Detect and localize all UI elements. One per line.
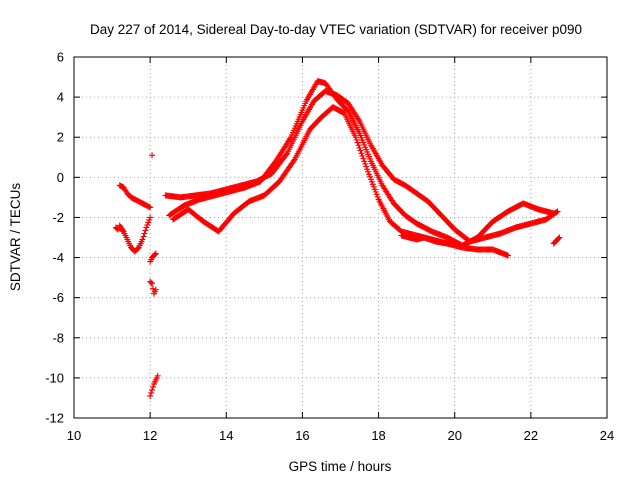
data-point-track-d-interp	[553, 209, 560, 216]
data-point-track-a	[147, 204, 154, 211]
data-point-dip-run	[149, 386, 156, 393]
data-point-dip-run-upper	[152, 250, 159, 257]
data-point-dip-run-interp	[148, 389, 155, 396]
y-tick-label: 4	[57, 90, 64, 105]
plot-frame	[73, 56, 608, 419]
grid	[73, 56, 608, 419]
data-point-dip-run	[154, 372, 161, 379]
data-point-track-h	[556, 234, 563, 241]
data-point-track-b-interp	[141, 230, 148, 237]
x-tick-label: 14	[219, 428, 233, 443]
data-point-track-f	[505, 252, 512, 259]
y-tick-label: 6	[57, 50, 64, 65]
data-point-track-f-interp	[362, 160, 369, 167]
x-tick-label: 10	[67, 428, 81, 443]
data-point-dip-run-interp	[149, 383, 156, 390]
data-point-outlier	[149, 152, 156, 159]
data-point-dip-run	[147, 392, 154, 399]
data-point-dip-run-interp	[149, 285, 156, 292]
data-point-track-f-interp	[360, 155, 367, 162]
data-point-track-f-interp	[290, 157, 297, 164]
data-point-track-f-interp	[359, 152, 366, 159]
data-point-track-f-interp	[361, 158, 368, 165]
x-tick-label: 16	[295, 428, 309, 443]
data-point-track-f-interp	[353, 136, 360, 143]
x-tick-label: 22	[524, 428, 538, 443]
y-axis-label: SDTVAR / TECUs	[8, 183, 23, 292]
x-tick-label: 24	[600, 428, 614, 443]
y-tick-label: 2	[57, 130, 64, 145]
y-tick-label: -4	[52, 250, 64, 265]
data-point-track-d-interp	[283, 151, 290, 158]
data-point-track-f-interp	[357, 147, 364, 154]
data-point-track-b	[147, 214, 154, 221]
data-point-track-f-interp	[363, 163, 370, 170]
data-point-track-f-interp	[358, 150, 365, 157]
chart-title: Day 227 of 2014, Sidereal Day-to-day VTE…	[90, 22, 582, 37]
y-tick-label: -12	[45, 411, 64, 426]
data-point-dip-run-interp	[148, 279, 155, 286]
data-point-track-f-interp	[354, 139, 361, 146]
data-point-dip-run-upper-interp	[151, 251, 158, 258]
y-tick-label: -10	[45, 370, 64, 385]
data-point-track-c-interp	[119, 227, 126, 234]
data-point-track-b-interp	[134, 245, 141, 252]
data-point-track-f	[352, 134, 359, 141]
data-point-track-f-interp	[355, 142, 362, 149]
data-point-track-b-interp	[142, 227, 149, 234]
data-points	[112, 78, 563, 399]
data-point-dip-run	[152, 286, 159, 293]
data-point-track-c	[120, 228, 127, 235]
data-point-track-d	[554, 208, 561, 215]
y-tick-label: -8	[52, 330, 64, 345]
x-axis-label: GPS time / hours	[289, 459, 392, 474]
y-tick-label: -2	[52, 210, 64, 225]
data-point-track-h-interp	[555, 235, 562, 242]
x-tick-label: 20	[447, 428, 461, 443]
x-tick-label: 12	[143, 428, 157, 443]
data-point-track-e	[550, 210, 557, 217]
y-tick-label: 0	[57, 170, 64, 185]
x-tick-label: 18	[371, 428, 385, 443]
data-point-dip-run	[149, 280, 156, 287]
data-point-track-b	[139, 236, 146, 243]
data-point-track-b-interp	[140, 233, 147, 240]
data-point-track-g	[444, 240, 451, 247]
data-point-track-f-interp	[356, 144, 363, 151]
y-tick-label: -6	[52, 290, 64, 305]
